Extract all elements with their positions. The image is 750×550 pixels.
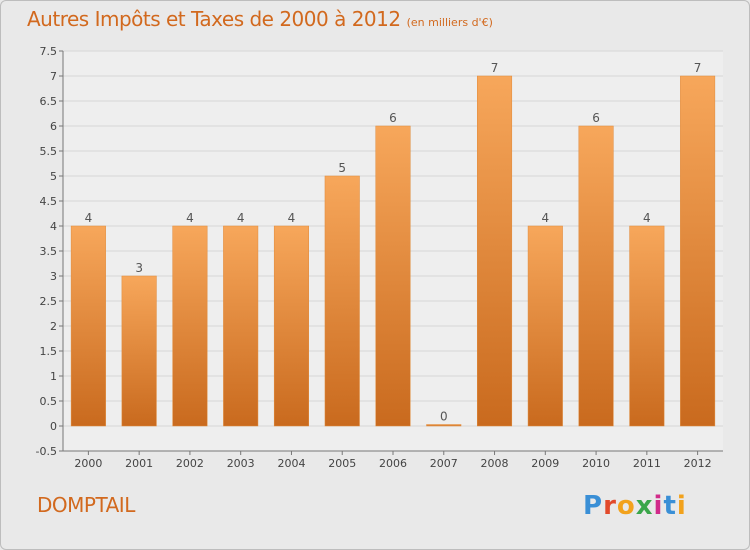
y-tick-label: 0 bbox=[50, 420, 57, 433]
y-tick-label: -0.5 bbox=[36, 445, 57, 458]
bar-value-label: 0 bbox=[440, 410, 448, 424]
chart-title: Autres Impôts et Taxes de 2000 à 2012 (en… bbox=[27, 7, 493, 31]
x-tick-label: 2010 bbox=[582, 457, 610, 470]
x-tick-label: 2004 bbox=[277, 457, 305, 470]
y-tick-label: 5.5 bbox=[40, 145, 58, 158]
x-tick-label: 2008 bbox=[481, 457, 509, 470]
x-tick-label: 2012 bbox=[684, 457, 712, 470]
chart-subtitle: (en milliers d'€) bbox=[406, 16, 493, 29]
x-tick-label: 2001 bbox=[125, 457, 153, 470]
y-tick-label: 2 bbox=[50, 320, 57, 333]
bar-value-label: 7 bbox=[491, 61, 499, 75]
bar-value-label: 4 bbox=[237, 211, 245, 225]
x-tick-label: 2003 bbox=[227, 457, 255, 470]
bar-value-label: 4 bbox=[288, 211, 296, 225]
labels: 4 3 4 4 4 5 6 0 7 4 6 4 7 bbox=[85, 61, 702, 424]
x-tick-label: 2002 bbox=[176, 457, 204, 470]
y-tick-label: 1 bbox=[50, 370, 57, 383]
bar-value-label: 3 bbox=[135, 261, 143, 275]
x-tick-label: 2006 bbox=[379, 457, 407, 470]
bar bbox=[172, 225, 208, 427]
y-tick-label: 1.5 bbox=[40, 345, 58, 358]
y-tick-label: 7 bbox=[50, 70, 57, 83]
bar bbox=[375, 125, 411, 427]
bar bbox=[578, 125, 614, 427]
logo-letter: i bbox=[653, 491, 664, 521]
axes: -0.5 0 0.5 1 1.5 2 2.5 3 3.5 4 4.5 5 5.5 6 6.5 7 7.5 2000… bbox=[36, 45, 723, 470]
bar-value-label: 6 bbox=[389, 111, 397, 125]
bar bbox=[70, 225, 106, 427]
y-tick-label: 0.5 bbox=[40, 395, 58, 408]
y-tick-label: 6.5 bbox=[40, 95, 58, 108]
logo-letter: P bbox=[583, 491, 604, 521]
x-tick-label: 2009 bbox=[531, 457, 559, 470]
x-tick-label: 2000 bbox=[74, 457, 102, 470]
logo-letter: o bbox=[616, 491, 636, 521]
y-tick-label: 5 bbox=[50, 170, 57, 183]
proxiti-logo: Proxiti bbox=[583, 491, 687, 521]
bar-value-label: 4 bbox=[85, 211, 93, 225]
y-tick-label: 7.5 bbox=[40, 45, 58, 58]
place-name: DOMPTAIL bbox=[37, 493, 135, 517]
logo-letter: x bbox=[635, 491, 654, 521]
y-tick-label: 3 bbox=[50, 270, 57, 283]
bar bbox=[680, 75, 716, 427]
logo-letter: t bbox=[663, 491, 677, 521]
bars bbox=[70, 75, 716, 427]
bar-value-label: 4 bbox=[541, 211, 549, 225]
logo-letter: i bbox=[676, 491, 687, 521]
bar-value-label: 6 bbox=[592, 111, 600, 125]
bar bbox=[324, 175, 360, 427]
y-tick-label: 3.5 bbox=[40, 245, 58, 258]
logo-letter: r bbox=[603, 491, 617, 521]
x-tick-label: 2005 bbox=[328, 457, 356, 470]
bar bbox=[223, 225, 259, 427]
bar-value-label: 5 bbox=[338, 161, 346, 175]
x-tick-label: 2007 bbox=[430, 457, 458, 470]
y-tick-label: 6 bbox=[50, 120, 57, 133]
bar bbox=[121, 275, 157, 427]
bar-value-label: 4 bbox=[643, 211, 651, 225]
bar bbox=[273, 225, 309, 427]
y-tick-label: 2.5 bbox=[40, 295, 58, 308]
bar bbox=[527, 225, 563, 427]
bar bbox=[629, 225, 665, 427]
y-tick-label: 4.5 bbox=[40, 195, 58, 208]
bar bbox=[426, 424, 462, 427]
bar-value-label: 4 bbox=[186, 211, 194, 225]
bar bbox=[477, 75, 513, 427]
x-tick-label: 2011 bbox=[633, 457, 661, 470]
chart-title-text: Autres Impôts et Taxes de 2000 à 2012 bbox=[27, 7, 401, 31]
bar-value-label: 7 bbox=[694, 61, 702, 75]
y-tick-label: 4 bbox=[50, 220, 57, 233]
